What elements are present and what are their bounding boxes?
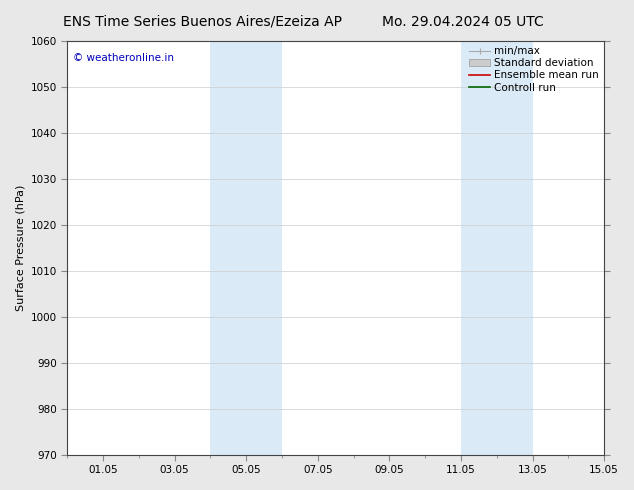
Y-axis label: Surface Pressure (hPa): Surface Pressure (hPa) [15, 185, 25, 311]
Bar [461, 41, 533, 455]
Bar [210, 41, 282, 455]
Text: © weatheronline.in: © weatheronline.in [72, 53, 174, 64]
Text: ENS Time Series Buenos Aires/Ezeiza AP: ENS Time Series Buenos Aires/Ezeiza AP [63, 15, 342, 29]
Legend: min/max, Standard deviation, Ensemble mean run, Controll run: min/max, Standard deviation, Ensemble me… [467, 44, 601, 95]
Text: Mo. 29.04.2024 05 UTC: Mo. 29.04.2024 05 UTC [382, 15, 544, 29]
